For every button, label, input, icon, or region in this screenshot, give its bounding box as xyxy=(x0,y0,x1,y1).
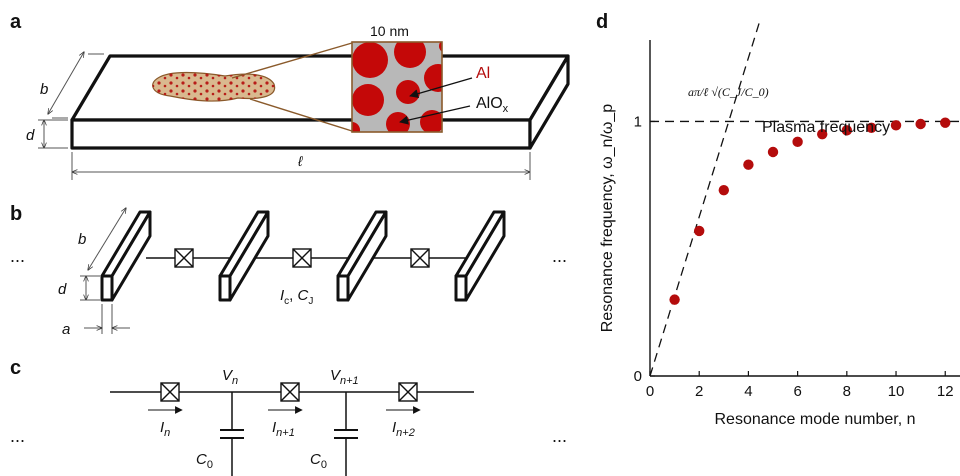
capacitor xyxy=(220,392,244,476)
data-point xyxy=(669,294,680,305)
data-point xyxy=(743,159,754,170)
panel-a: a xyxy=(10,11,570,180)
island xyxy=(100,210,152,302)
data-point xyxy=(890,120,902,131)
zoom-lines xyxy=(231,42,353,132)
material-oxide-label: AlOx xyxy=(476,95,509,115)
panel-c-letter: c xyxy=(10,357,21,379)
slab-dimensions xyxy=(38,52,530,180)
current-n2-label: In+2 xyxy=(392,419,415,439)
current-n-label: In xyxy=(160,419,170,439)
zoom-inset xyxy=(351,41,443,133)
voltage-n-label: Vn xyxy=(222,367,238,387)
island xyxy=(454,210,506,302)
josephson-junction xyxy=(280,382,300,402)
junction-parameters-label: Ic, CJ xyxy=(280,287,313,307)
ellipsis-left: ... xyxy=(10,426,25,446)
x-tick-label: 8 xyxy=(843,383,851,400)
island xyxy=(336,210,388,302)
current-n1-label: In+1 xyxy=(272,419,295,439)
voltage-n1-label: Vn+1 xyxy=(330,367,359,387)
panel-b-letter: b xyxy=(10,203,22,225)
granular-film-blob xyxy=(152,71,276,102)
al-arrow xyxy=(409,77,473,99)
y-tick-label: 0 xyxy=(634,368,642,385)
island xyxy=(218,210,270,302)
josephson-junction xyxy=(292,248,312,268)
y-axis-label: Resonance frequency, ω_n/ω_p xyxy=(599,104,616,332)
x-tick-label: 10 xyxy=(888,383,905,400)
dim-d-label: d xyxy=(26,127,35,144)
y-tick-label: 1 xyxy=(634,113,642,130)
panel-b: b ... ... xyxy=(10,203,567,338)
x-tick-label: 2 xyxy=(695,383,703,400)
ellipsis-right: ... xyxy=(552,246,567,266)
data-point xyxy=(915,118,926,130)
x-tick-label: 4 xyxy=(744,383,752,400)
x-tick-label: 12 xyxy=(937,383,954,400)
panel-d-letter: d xyxy=(596,11,608,33)
ellipsis-right: ... xyxy=(552,426,567,446)
capacitance-label: C0 xyxy=(196,451,213,471)
panel-d: d 0 2 4 6 8 10 12 0 1 Resonance mode number, n Res… xyxy=(596,11,960,428)
data-point xyxy=(718,184,730,196)
josephson-junction xyxy=(174,248,194,268)
josephson-junction xyxy=(398,382,418,402)
panel-c: c ... ... xyxy=(10,357,567,476)
data-point xyxy=(866,122,877,134)
panel-a-letter: a xyxy=(10,11,22,33)
linear-dispersion-line xyxy=(649,17,762,377)
linear-dispersion-annotation: aπ/ℓ √(C_J/C_0) xyxy=(688,85,769,99)
aluminum-slab xyxy=(70,54,570,150)
x-tick-label: 0 xyxy=(646,383,654,400)
capacitance-label: C0 xyxy=(310,451,327,471)
dim-b-label: b xyxy=(78,231,86,248)
data-point xyxy=(767,146,779,158)
josephson-junction xyxy=(160,382,180,402)
capacitor xyxy=(334,392,358,476)
dim-d-label: d xyxy=(58,281,67,298)
dim-length-label: ℓ xyxy=(297,153,303,169)
plasma-frequency-annotation: Plasma frequency xyxy=(762,119,890,136)
data-point xyxy=(694,225,705,237)
dim-b-label: b xyxy=(40,81,48,98)
x-axis-label: Resonance mode number, n xyxy=(714,411,915,428)
x-tick-label: 6 xyxy=(793,383,801,400)
data-point xyxy=(792,136,803,148)
josephson-junction xyxy=(410,248,430,268)
data-point xyxy=(841,125,853,136)
resonance-chart: 0 2 4 6 8 10 12 0 1 Resonance mode number, n Reson… xyxy=(599,17,960,428)
data-point xyxy=(940,117,951,128)
island-dimensions xyxy=(80,208,130,334)
oxide-arrow xyxy=(399,105,471,125)
dim-a-label: a xyxy=(62,321,70,338)
data-point xyxy=(817,128,828,140)
scale-label: 10 nm xyxy=(370,23,409,39)
material-al-label: Al xyxy=(476,65,490,82)
ellipsis-left: ... xyxy=(10,246,25,266)
